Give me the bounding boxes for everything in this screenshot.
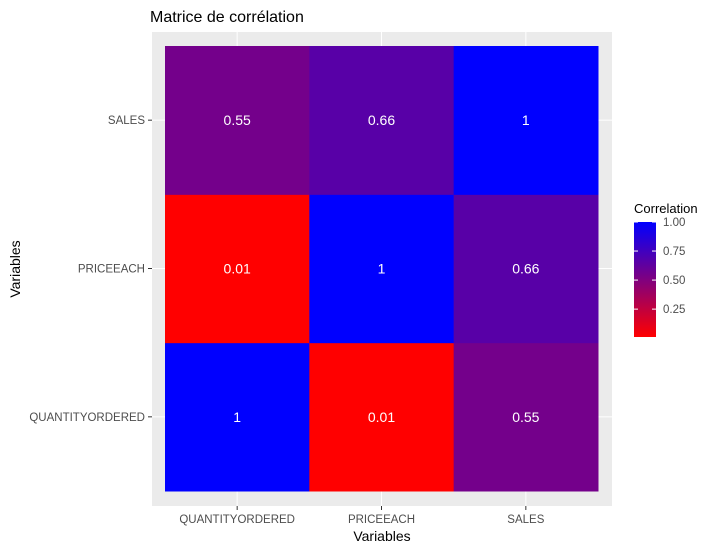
legend-title: Correlation bbox=[634, 201, 698, 216]
x-tick-label: PRICEEACH bbox=[348, 514, 415, 526]
cells-layer bbox=[152, 32, 612, 506]
cell-value-label: 0.55 bbox=[512, 409, 539, 425]
cell-value-label: 0.01 bbox=[224, 261, 251, 277]
cell-value-label: 1 bbox=[522, 112, 530, 128]
heatmap-cell bbox=[165, 194, 310, 344]
x-tick-label: QUANTITYORDERED bbox=[179, 514, 295, 526]
cell-value-label: 1 bbox=[378, 261, 386, 277]
legend-tick-label: 0.75 bbox=[663, 246, 685, 258]
cell-value-label: 0.66 bbox=[512, 261, 539, 277]
heatmap-cell bbox=[453, 194, 599, 344]
legend: Correlation 1.00 0.75 0.50 0.25 bbox=[634, 201, 698, 337]
legend-tick-label: 0.50 bbox=[663, 275, 685, 287]
y-tick-label: SALES bbox=[108, 115, 145, 127]
x-tick-label: SALES bbox=[507, 514, 544, 526]
heatmap-cell bbox=[309, 194, 455, 344]
cell-value-label: 0.01 bbox=[368, 409, 395, 425]
cell-value-label: 0.55 bbox=[224, 112, 251, 128]
cell-labels-layer: 1 0.01 0.55 0.01 1 0.66 0.55 0.66 1 bbox=[224, 112, 540, 425]
cell-value-label: 0.66 bbox=[368, 112, 395, 128]
heatmap-cell bbox=[165, 342, 310, 492]
cell-value-label: 1 bbox=[233, 409, 241, 425]
heatmap-cell bbox=[453, 46, 599, 195]
heatmap-cell bbox=[309, 46, 455, 195]
legend-tick-label: 0.25 bbox=[663, 304, 685, 316]
y-tick-label: PRICEEACH bbox=[78, 264, 145, 276]
y-axis: QUANTITYORDERED PRICEEACH SALES bbox=[29, 115, 152, 424]
chart-title: Matrice de corrélation bbox=[150, 9, 304, 26]
legend-tick-label: 1.00 bbox=[663, 217, 685, 229]
heatmap-cell bbox=[165, 46, 310, 195]
x-axis-title: Variables bbox=[353, 528, 410, 544]
heatmap-cell bbox=[453, 342, 599, 492]
y-tick-label: QUANTITYORDERED bbox=[29, 412, 145, 424]
heatmap-cell bbox=[309, 342, 455, 492]
legend-ticks: 1.00 0.75 0.50 0.25 bbox=[634, 217, 685, 316]
y-axis-title: Variables bbox=[7, 240, 23, 297]
legend-colorbar bbox=[634, 222, 656, 337]
x-axis: QUANTITYORDERED PRICEEACH SALES bbox=[179, 506, 545, 526]
